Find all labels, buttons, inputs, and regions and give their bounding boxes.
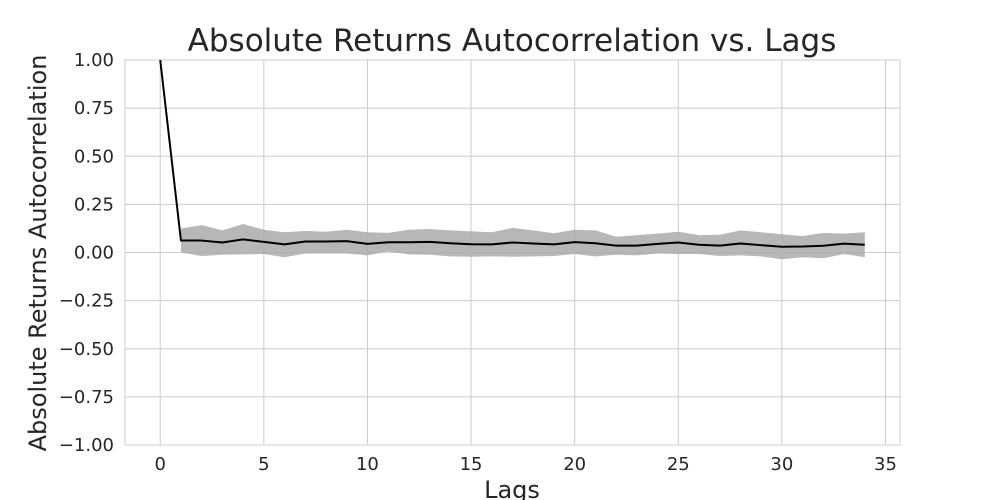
y-tick-labels: −1.00 −0.75 −0.50 −0.25 0.00 0.25 0.50 0.75 1.00 bbox=[59, 50, 114, 456]
y-tick-label: −0.25 bbox=[59, 291, 114, 312]
y-tick-label: 0.50 bbox=[74, 146, 114, 167]
y-tick-label: 0.75 bbox=[74, 98, 114, 119]
x-tick-label: 25 bbox=[667, 454, 690, 475]
y-tick-label: −0.75 bbox=[59, 387, 114, 408]
x-tick-label: 15 bbox=[460, 454, 483, 475]
x-tick-label: 5 bbox=[258, 454, 269, 475]
series-line-layer bbox=[159, 59, 865, 248]
y-axis-title: Absolute Returns Autocorrelation bbox=[24, 55, 52, 452]
x-tick-label: 20 bbox=[563, 454, 586, 475]
confidence-band-layer bbox=[180, 224, 865, 260]
y-tick-label: 0.25 bbox=[74, 194, 114, 215]
y-tick-label: 0.00 bbox=[74, 243, 114, 264]
x-axis-title: Lags bbox=[484, 476, 540, 500]
x-tick-label: 35 bbox=[874, 454, 897, 475]
chart-title: Absolute Returns Autocorrelation vs. Lag… bbox=[188, 23, 837, 59]
x-tick-labels: 0 5 10 15 20 25 30 35 bbox=[155, 454, 897, 475]
y-tick-label: −1.00 bbox=[59, 435, 114, 456]
autocorrelation-line bbox=[159, 59, 865, 248]
x-tick-label: 0 bbox=[155, 454, 166, 475]
y-tick-label: −0.50 bbox=[59, 339, 114, 360]
x-tick-label: 30 bbox=[770, 454, 793, 475]
confidence-band bbox=[180, 224, 865, 260]
x-tick-label: 10 bbox=[356, 454, 379, 475]
y-tick-label: 1.00 bbox=[74, 50, 114, 71]
